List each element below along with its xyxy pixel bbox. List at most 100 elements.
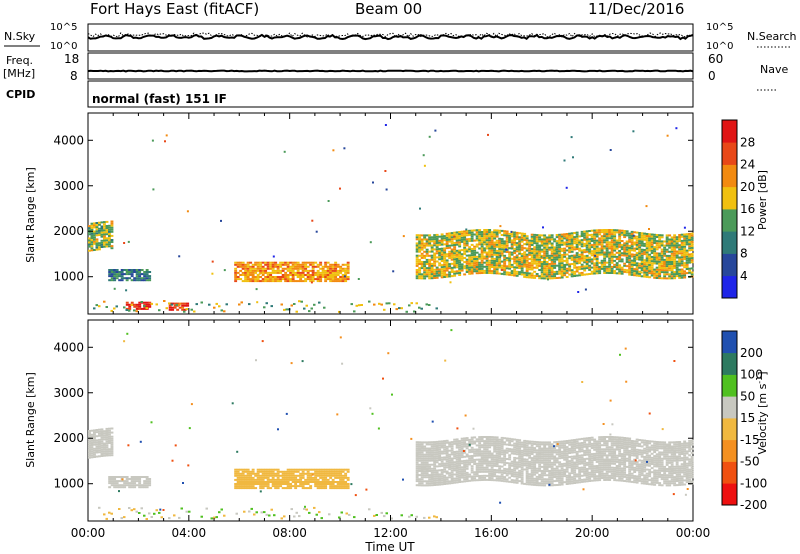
data-cell: [683, 272, 687, 275]
data-cell: [585, 250, 589, 253]
data-cell: [493, 475, 497, 478]
data-cell: [538, 244, 542, 247]
data-cell: [251, 468, 255, 471]
data-cell: [259, 474, 263, 477]
data-cell: [508, 271, 512, 274]
data-cell: [115, 273, 119, 276]
data-cell: [334, 485, 338, 488]
data-cell: [415, 273, 419, 276]
data-cell: [630, 241, 634, 244]
data-cell: [685, 241, 689, 244]
data-cell: [618, 243, 622, 246]
data-cell: [583, 244, 587, 247]
data-cell: [595, 465, 599, 467]
data-cell: [575, 455, 579, 457]
data-cell: [261, 481, 265, 483]
data-cell: [688, 271, 692, 274]
data-cell: [448, 459, 452, 462]
data-cell: [326, 470, 330, 473]
data-cell: [553, 260, 557, 263]
data-cell: [613, 259, 617, 262]
data-cell: [423, 267, 427, 270]
data-cell: [565, 458, 569, 461]
data-cell: [428, 234, 432, 237]
data-cell: [518, 246, 522, 249]
data-cell: [645, 237, 649, 240]
data-cell: [533, 457, 537, 460]
data-cell: [490, 466, 494, 469]
data-cell: [329, 280, 333, 283]
data-cell: [623, 230, 627, 232]
data-cell: [266, 481, 270, 483]
data-cell: [478, 270, 482, 272]
data-cell: [500, 254, 504, 257]
data-cell: [620, 258, 624, 261]
data-cell: [438, 274, 442, 277]
data-cell: [530, 268, 534, 271]
data-cell: [543, 480, 547, 483]
data-cell: [458, 440, 462, 443]
data-cell: [573, 471, 577, 474]
data-cell: [465, 478, 469, 480]
data-cell: [435, 248, 439, 251]
data-cell: [90, 249, 94, 252]
data-cell: [256, 474, 260, 477]
data-cell: [470, 469, 474, 472]
data-cell: [513, 258, 517, 261]
data-cell: [433, 270, 437, 273]
data-cell: [128, 273, 132, 276]
data-cell: [310, 281, 313, 284]
data-cell: [110, 439, 114, 442]
data-cell: [538, 463, 542, 466]
data-cell: [558, 250, 562, 253]
data-cell: [319, 485, 323, 488]
data-cell: [311, 476, 315, 479]
data-cell: [508, 444, 512, 446]
data-cell: [468, 451, 472, 454]
data-cell: [266, 271, 270, 274]
data-cell: [475, 245, 479, 248]
data-cell: [341, 485, 345, 488]
data-cell: [615, 239, 619, 242]
data-cell: [675, 236, 679, 239]
data-cell: [490, 259, 494, 262]
data-cell: [336, 476, 340, 479]
data-cell: [140, 273, 144, 276]
data-cell: [570, 238, 574, 241]
data-cell: [665, 273, 669, 276]
data-cell: [653, 248, 657, 251]
data-cell: [274, 280, 278, 283]
data-cell: [645, 247, 649, 250]
data-cell: [560, 262, 564, 265]
data-cell: [458, 470, 462, 473]
data-cell: [470, 455, 474, 457]
data-cell: [640, 242, 644, 245]
data-cell: [565, 468, 569, 471]
data-cell: [490, 249, 494, 252]
data-cell: [246, 470, 250, 473]
data-cell: [334, 269, 338, 272]
data-cell: [289, 472, 293, 475]
data-cell: [110, 454, 114, 457]
data-cell: [653, 276, 657, 279]
data-cell: [256, 276, 260, 278]
data-cell: [520, 261, 524, 264]
data-cell: [281, 276, 285, 278]
data-cell: [530, 272, 534, 275]
data-cell: [418, 306, 421, 309]
data-cell: [488, 272, 492, 274]
data-cell: [301, 483, 305, 485]
data-cell: [585, 443, 589, 446]
data-cell: [543, 443, 547, 446]
data-cell: [508, 472, 512, 475]
data-cell: [423, 244, 427, 247]
data-cell: [244, 468, 248, 471]
data-cell: [570, 443, 574, 446]
data-cell: [550, 472, 554, 474]
data-cell: [473, 473, 477, 476]
data-cell: [583, 454, 587, 456]
data-cell: [533, 242, 537, 245]
data-cell: [520, 445, 524, 448]
data-cell: [523, 275, 527, 278]
data-cell: [518, 451, 522, 454]
